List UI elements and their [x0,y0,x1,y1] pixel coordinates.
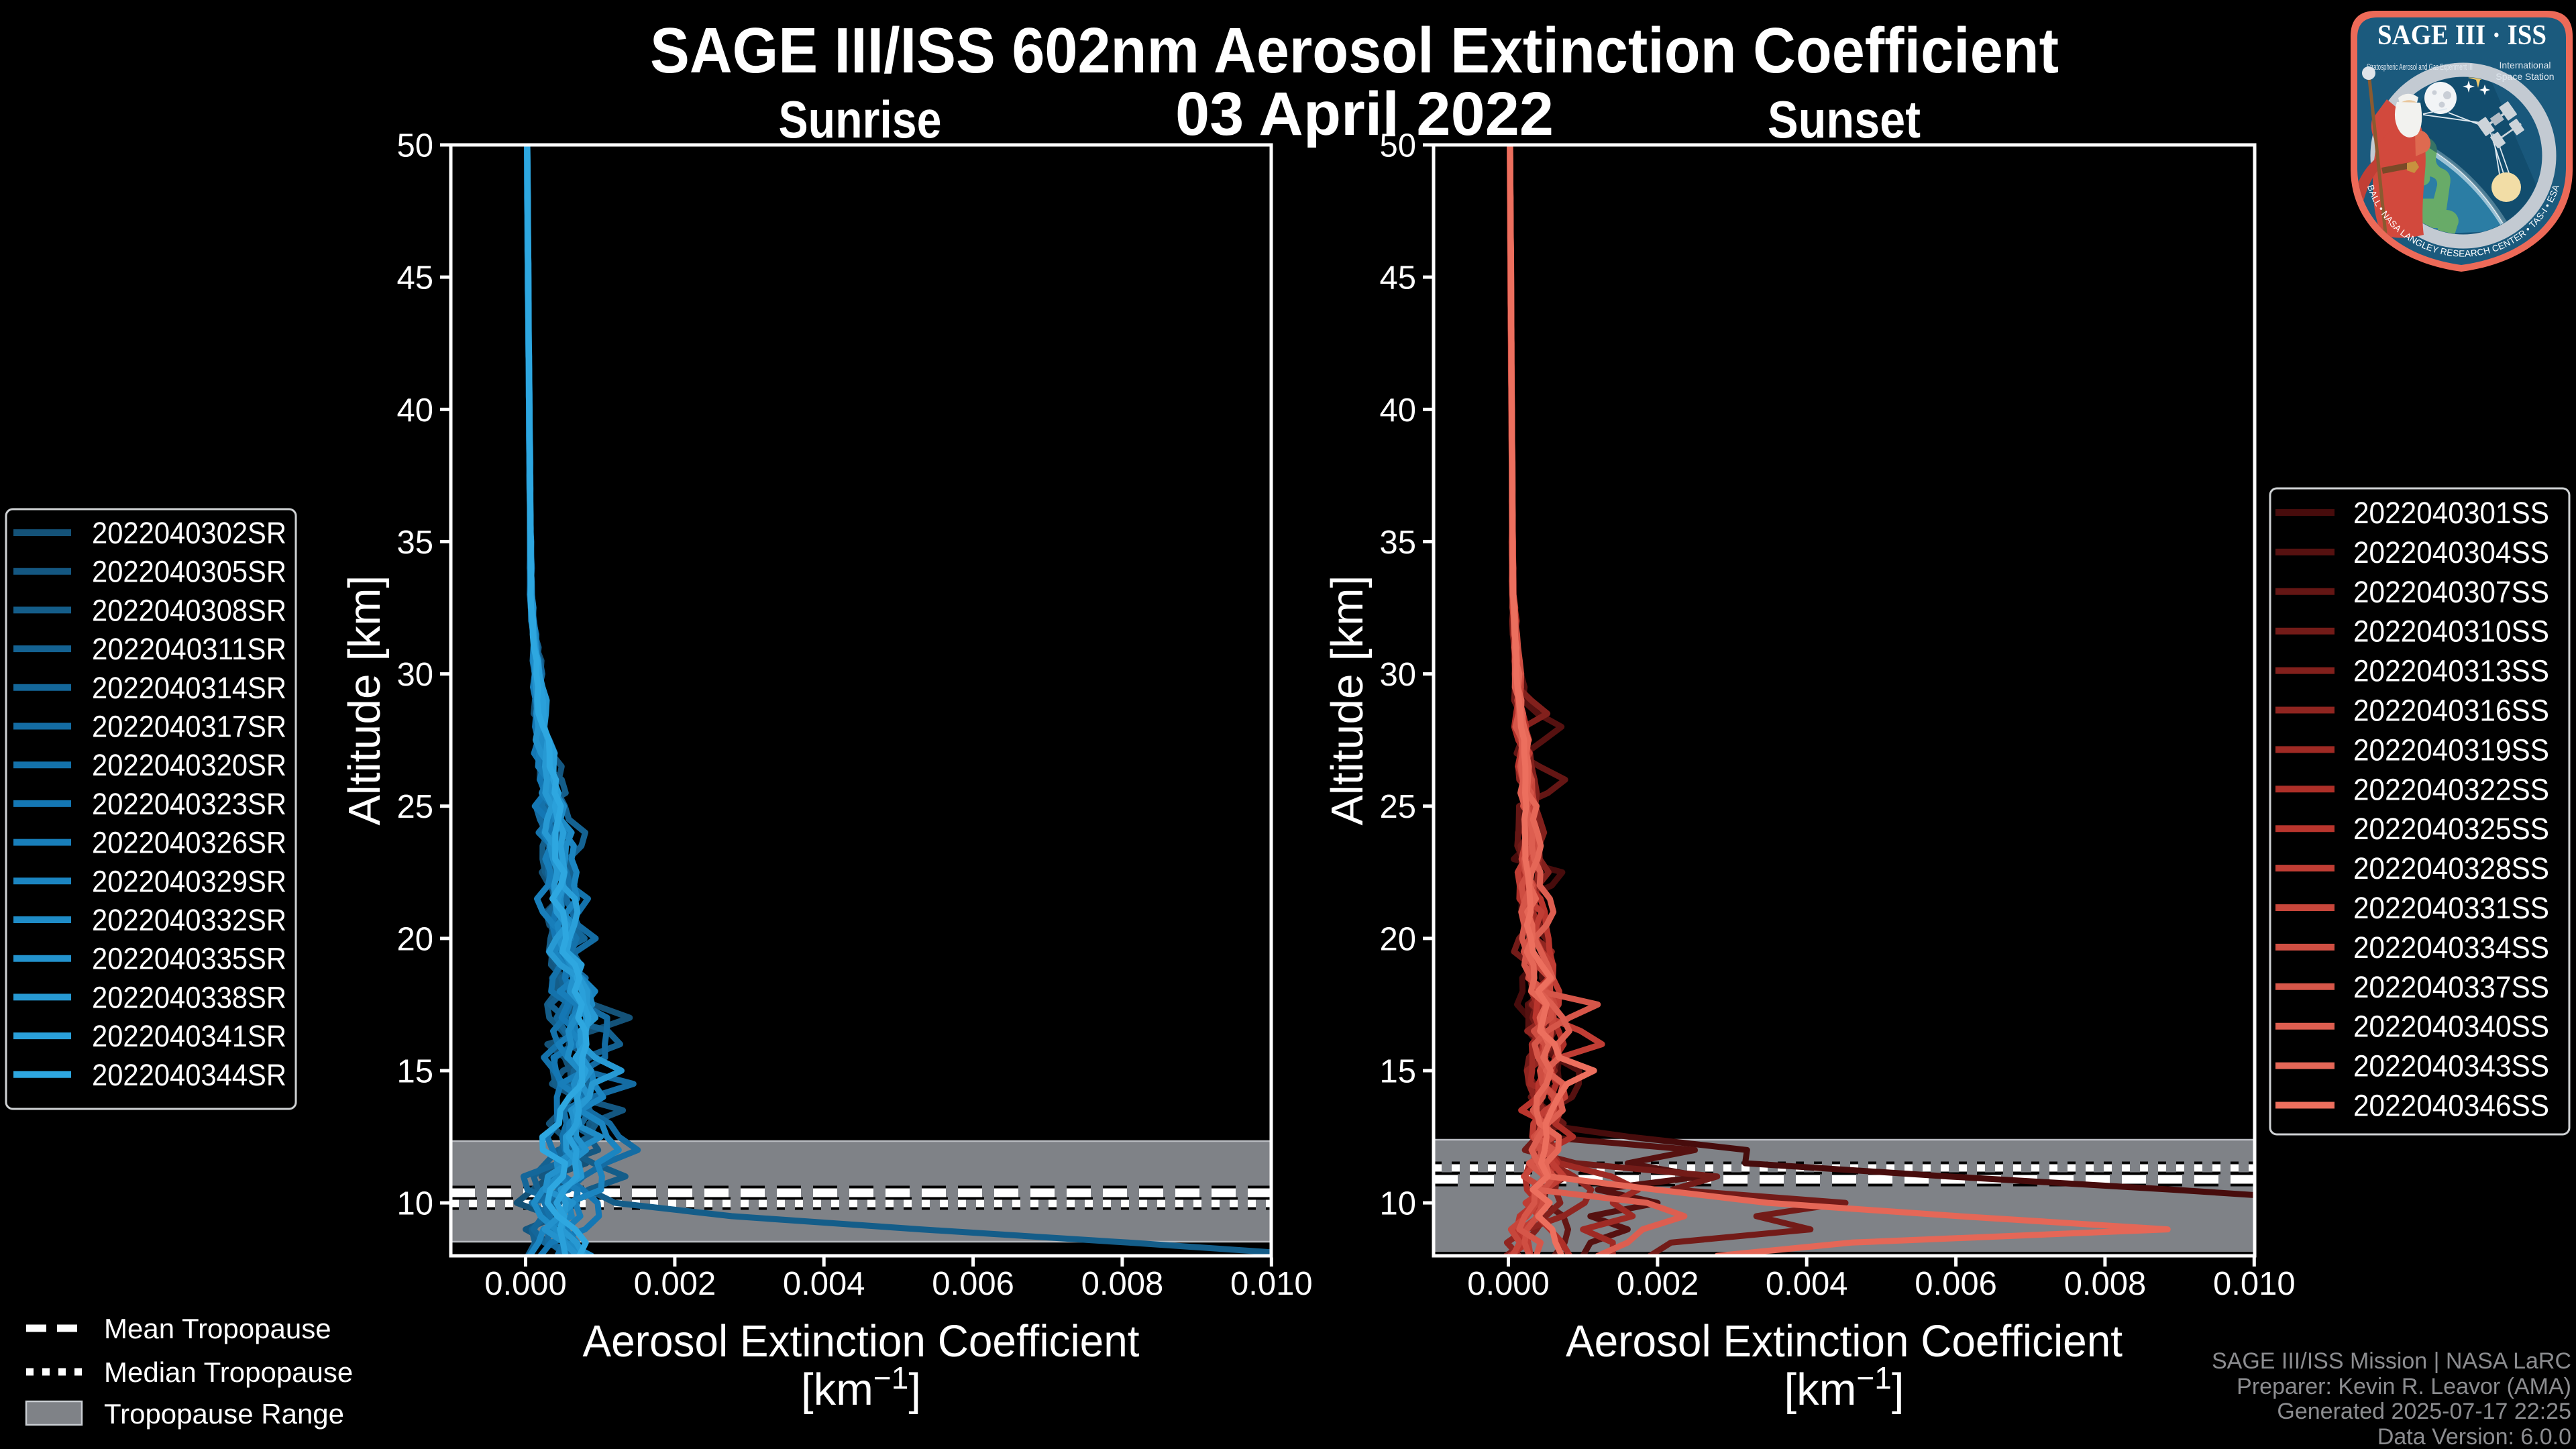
svg-text:50: 50 [1379,128,1416,164]
svg-text:Tropopause Range: Tropopause Range [104,1398,344,1430]
svg-text:2022040313SS: 2022040313SS [2353,654,2549,688]
svg-text:40: 40 [396,392,433,429]
svg-text:2022040320SR: 2022040320SR [92,748,286,782]
svg-text:20: 20 [396,921,433,957]
svg-text:0.000: 0.000 [1467,1266,1550,1302]
svg-text:2022040340SS: 2022040340SS [2353,1010,2549,1044]
svg-text:2022040310SS: 2022040310SS [2353,614,2549,649]
svg-text:20: 20 [1379,921,1416,957]
svg-text:2022040301SS: 2022040301SS [2353,496,2549,530]
svg-text:2022040328SS: 2022040328SS [2353,851,2549,885]
svg-text:2022040319SS: 2022040319SS [2353,733,2549,767]
svg-text:2022040326SR: 2022040326SR [92,826,286,860]
svg-text:0.010: 0.010 [2213,1266,2296,1302]
svg-text:2022040338SR: 2022040338SR [92,980,286,1014]
svg-text:SAGE III/ISS Mission | NASA La: SAGE III/ISS Mission | NASA LaRC [2212,1348,2571,1374]
svg-text:Space Station: Space Station [2496,71,2554,82]
svg-text:Mean Tropopause: Mean Tropopause [104,1313,331,1344]
svg-text:2022040304SS: 2022040304SS [2353,535,2549,570]
svg-text:International: International [2499,60,2551,70]
svg-text:0.000: 0.000 [484,1266,567,1302]
svg-text:2022040316SS: 2022040316SS [2353,694,2549,728]
svg-text:2022040346SS: 2022040346SS [2353,1089,2549,1123]
svg-text:2022040305SR: 2022040305SR [92,555,286,589]
svg-text:40: 40 [1379,392,1416,429]
svg-text:10: 10 [1379,1186,1416,1222]
svg-text:15: 15 [396,1054,433,1090]
svg-text:Stratospheric Aerosol and Gas: Stratospheric Aerosol and Gas Experiment… [2367,62,2473,72]
svg-text:Sunrise: Sunrise [779,90,942,149]
svg-text:2022040343SS: 2022040343SS [2353,1049,2549,1083]
svg-text:2022040332SR: 2022040332SR [92,903,286,937]
svg-text:35: 35 [1379,525,1416,561]
svg-text:2022040337SS: 2022040337SS [2353,970,2549,1004]
svg-text:2022040308SR: 2022040308SR [92,593,286,627]
svg-text:2022040344SR: 2022040344SR [92,1058,286,1092]
svg-text:2022040335SR: 2022040335SR [92,942,286,976]
svg-text:0.006: 0.006 [932,1266,1014,1302]
svg-text:Aerosol Extinction Coefficient: Aerosol Extinction Coefficient [583,1316,1140,1366]
svg-text:03 April 2022: 03 April 2022 [1175,80,1554,148]
svg-text:25: 25 [396,789,433,825]
svg-text:2022040302SR: 2022040302SR [92,516,286,550]
svg-text:0.002: 0.002 [1617,1266,1699,1302]
svg-text:SAGE III/ISS 602nm Aerosol Ext: SAGE III/ISS 602nm Aerosol Extinction Co… [650,15,2059,87]
svg-text:45: 45 [1379,260,1416,297]
svg-text:2022040307SS: 2022040307SS [2353,575,2549,609]
svg-text:35: 35 [396,525,433,561]
svg-text:0.010: 0.010 [1230,1266,1313,1302]
svg-text:2022040325SS: 2022040325SS [2353,812,2549,846]
svg-text:0.006: 0.006 [1915,1266,1997,1302]
svg-text:2022040314SR: 2022040314SR [92,671,286,705]
svg-text:25: 25 [1379,789,1416,825]
svg-text:Data Version: 6.0.0: Data Version: 6.0.0 [2377,1424,2571,1449]
svg-text:2022040341SR: 2022040341SR [92,1019,286,1053]
svg-text:30: 30 [396,657,433,693]
svg-text:2022040317SR: 2022040317SR [92,710,286,744]
svg-text:Aerosol Extinction Coefficient: Aerosol Extinction Coefficient [1566,1316,2123,1366]
svg-text:0.004: 0.004 [783,1266,865,1302]
svg-text:Preparer: Kevin R. Leavor (AMA: Preparer: Kevin R. Leavor (AMA) [2237,1374,2571,1399]
svg-text:Altitude [km]: Altitude [km] [1322,576,1373,826]
svg-text:Generated 2025-07-17 22:25: Generated 2025-07-17 22:25 [2277,1399,2571,1424]
svg-text:10: 10 [396,1186,433,1222]
svg-text:15: 15 [1379,1054,1416,1090]
svg-text:2022040331SS: 2022040331SS [2353,891,2549,925]
svg-text:2022040323SR: 2022040323SR [92,787,286,821]
svg-text:0.008: 0.008 [2064,1266,2147,1302]
svg-text:Sunset: Sunset [1768,90,1921,149]
svg-text:0.004: 0.004 [1766,1266,1848,1302]
svg-text:Median Tropopause: Median Tropopause [104,1356,353,1388]
svg-text:Altitude [km]: Altitude [km] [339,576,390,826]
svg-text:50: 50 [396,128,433,164]
svg-text:2022040311SR: 2022040311SR [92,632,286,666]
svg-text:2022040329SR: 2022040329SR [92,864,286,898]
svg-text:45: 45 [396,260,433,297]
svg-text:0.008: 0.008 [1081,1266,1164,1302]
svg-text:2022040334SS: 2022040334SS [2353,930,2549,965]
svg-text:30: 30 [1379,657,1416,693]
svg-text:0.002: 0.002 [634,1266,716,1302]
svg-text:SAGE III · ISS: SAGE III · ISS [2377,20,2546,51]
svg-text:2022040322SS: 2022040322SS [2353,772,2549,806]
